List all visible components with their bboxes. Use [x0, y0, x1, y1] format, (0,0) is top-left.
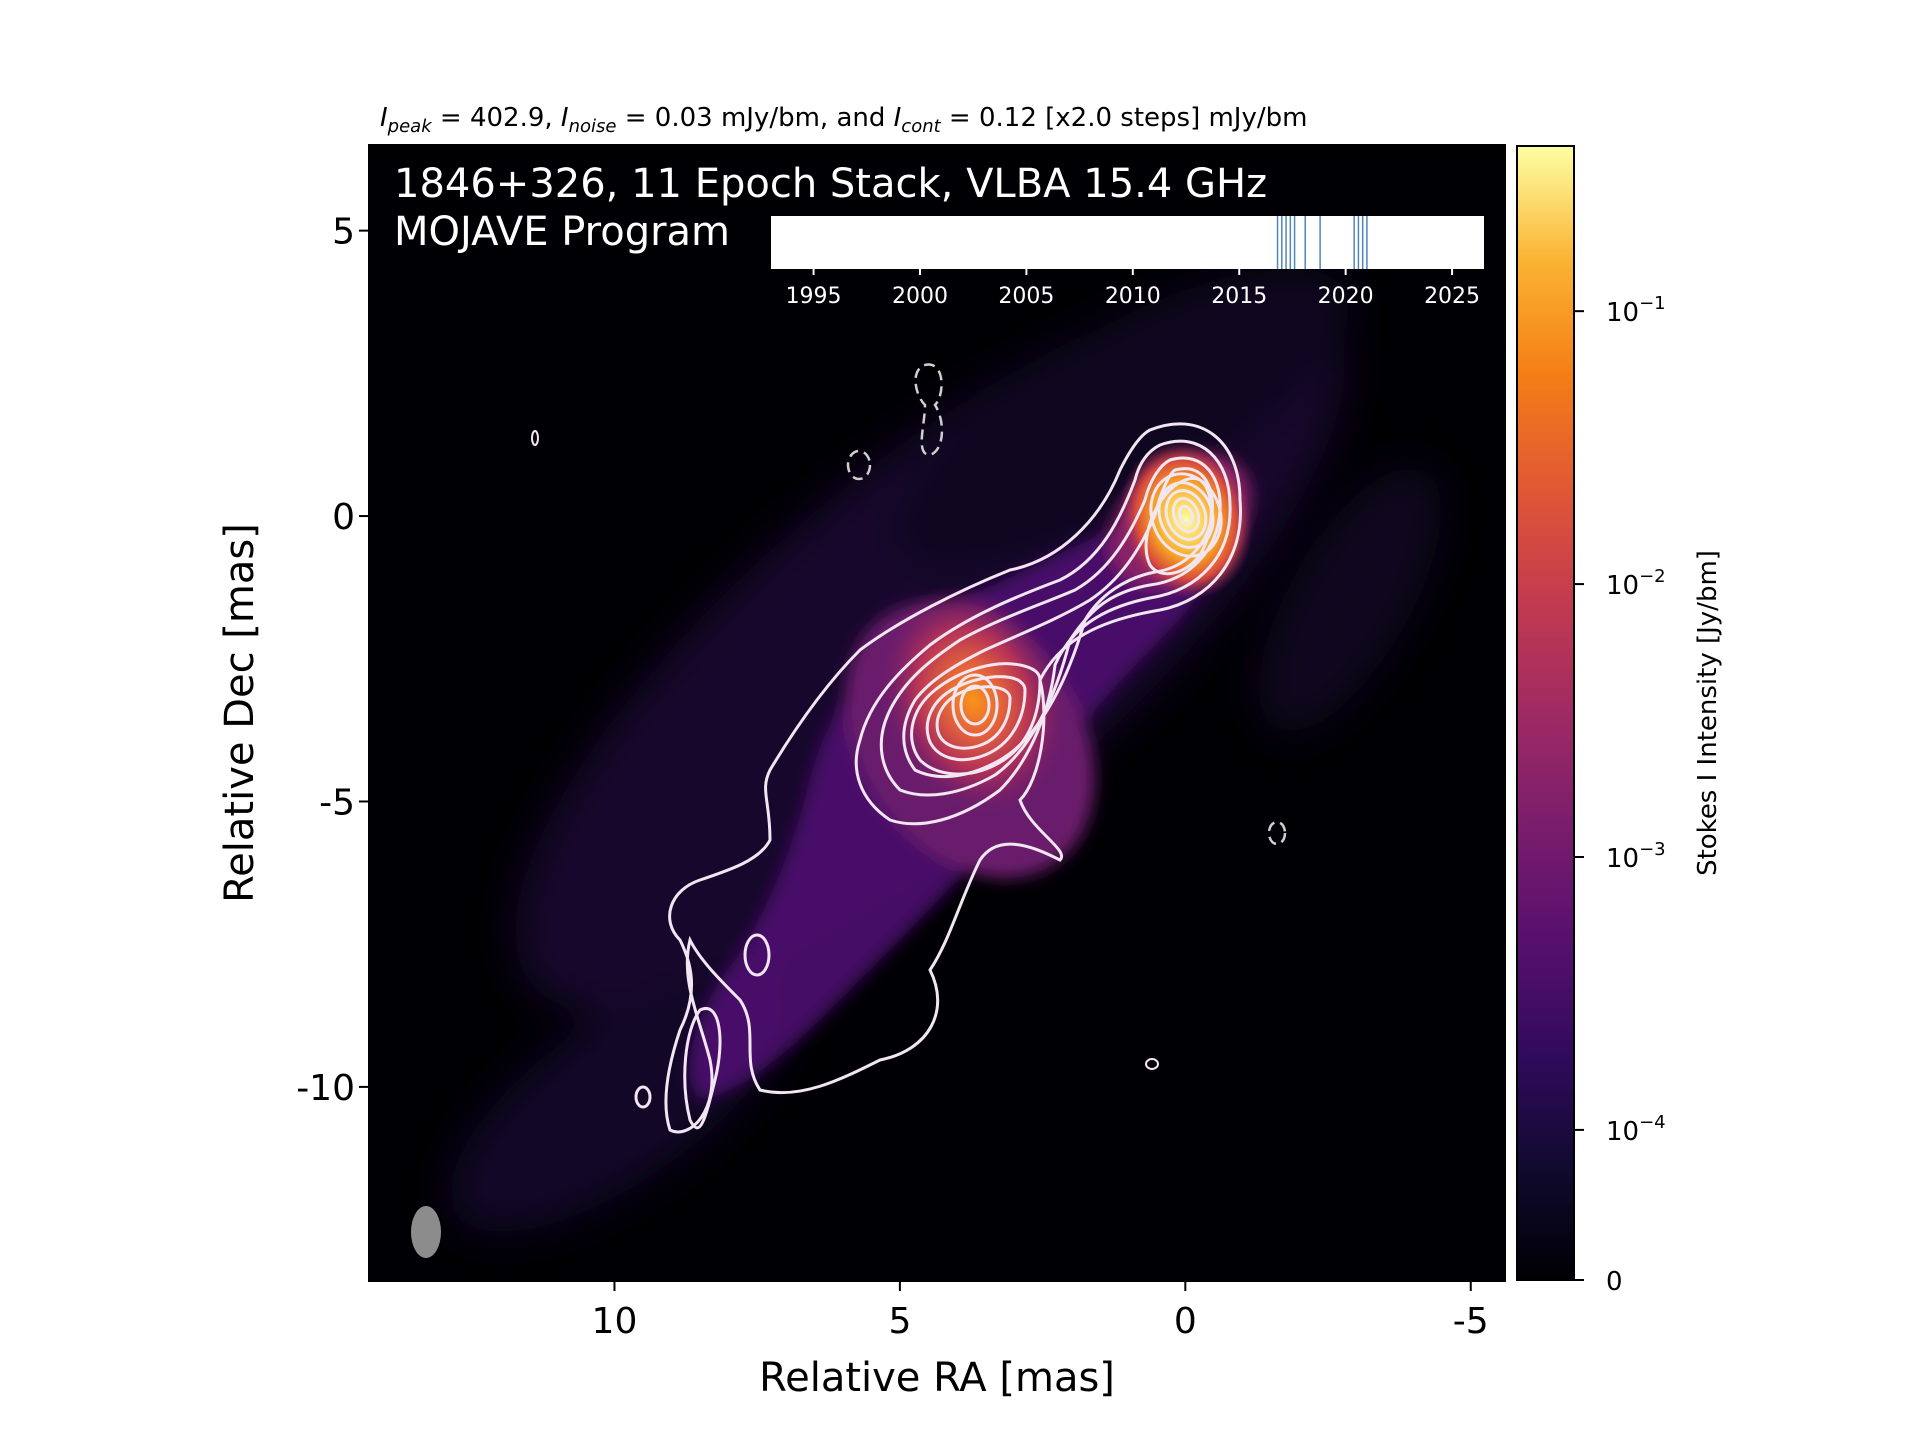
x-axis: 10 5 0 -5: [592, 1281, 1489, 1342]
epoch-timeline: 1995 2000 2005 2010 2015 2020 2025: [771, 216, 1484, 309]
header-stats: Ipeak = 402.9, Inoise = 0.03 mJy/bm, and…: [380, 103, 1307, 137]
timeline-box: [771, 216, 1484, 269]
colorbar-gradient: [1516, 145, 1575, 1281]
contours: [531, 422, 1242, 1134]
epoch-lines: [1276, 216, 1368, 269]
timeline-ticks: 1995 2000 2005 2010 2015 2020 2025: [786, 269, 1480, 309]
x-tick-label: 0: [1174, 1301, 1197, 1342]
x-tick-label: 5: [888, 1301, 911, 1342]
y-tick-label: 0: [332, 497, 355, 538]
map-frame: [368, 144, 1506, 1282]
timeline-tick-label: 2025: [1424, 284, 1480, 309]
colorbar-tick-label: 10−3: [1606, 839, 1666, 874]
intensity-map: [369, 145, 1505, 1281]
y-tick-label: -5: [319, 782, 355, 823]
colorbar-label: Stokes I Intensity [Jy/bm]: [1693, 550, 1723, 876]
colorbar: 10−1 10−2 10−3 10−4 0 Stokes I Intensity [Jy…: [1516, 145, 1723, 1297]
map-title: 1846+326, 11 Epoch Stack, VLBA 15.4 GHz: [394, 161, 1267, 207]
timeline-tick-label: 1995: [786, 284, 842, 309]
colorbar-tick-label: 10−1: [1606, 293, 1666, 328]
map-subtitle: MOJAVE Program: [394, 209, 730, 255]
y-axis-label: Relative Dec [mas]: [217, 523, 263, 903]
colorbar-tick-label: 10−2: [1606, 566, 1666, 601]
colorbar-ticks: 10−1 10−2 10−3 10−4 0: [1574, 293, 1666, 1297]
timeline-tick-label: 2010: [1105, 284, 1161, 309]
negative-contours: [846, 363, 1287, 846]
jet-knot: [877, 584, 1069, 816]
colorbar-tick-label: 10−4: [1606, 1112, 1666, 1147]
colorbar-tick-label: 0: [1606, 1267, 1623, 1297]
x-axis-label: Relative RA [mas]: [759, 1355, 1115, 1401]
timeline-tick-label: 2020: [1318, 284, 1374, 309]
timeline-tick-label: 2005: [998, 284, 1054, 309]
timeline-tick-label: 2015: [1211, 284, 1267, 309]
timeline-tick-label: 2000: [892, 284, 948, 309]
y-tick-label: 5: [332, 212, 355, 253]
x-tick-label: 10: [592, 1301, 638, 1342]
y-axis: 5 0 -5 -10: [296, 212, 369, 1109]
x-tick-label: -5: [1453, 1301, 1489, 1342]
beam-ellipse: [411, 1206, 441, 1258]
y-tick-label: -10: [296, 1068, 355, 1109]
